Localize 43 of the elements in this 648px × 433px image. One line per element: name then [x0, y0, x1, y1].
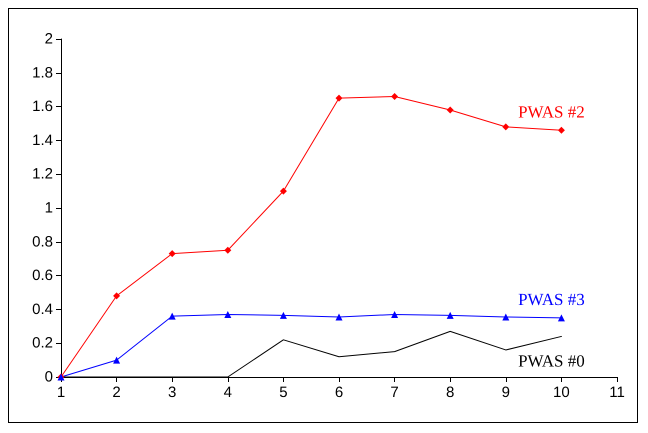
y-tick-label: 1.4 [32, 132, 53, 149]
point [224, 310, 232, 318]
point [558, 314, 565, 322]
point [224, 246, 232, 254]
series-label: PWAS #2 [518, 102, 585, 122]
series-label: PWAS #3 [518, 290, 585, 309]
point [558, 126, 565, 134]
x-tick-label: 9 [502, 384, 510, 401]
point [446, 312, 454, 319]
point [336, 94, 342, 102]
x-tick-label: 6 [334, 384, 344, 401]
y-tick-label: 1.2 [32, 166, 53, 183]
point [280, 188, 287, 195]
point [391, 310, 398, 318]
x-tick-label: 2 [112, 384, 121, 401]
point [168, 312, 176, 320]
y-tick-label: 0.2 [32, 334, 53, 352]
y-tick-label: 0.6 [32, 267, 53, 284]
x-tick-label: 3 [168, 384, 176, 401]
point [502, 314, 510, 321]
x-tick-label: 1 [56, 384, 66, 401]
point [391, 92, 398, 100]
point [113, 292, 120, 300]
y-tick-label: 1.6 [32, 98, 53, 116]
series-label: PWAS #0 [518, 351, 585, 370]
x-tick-label: 10 [553, 384, 570, 401]
x-tick-label: 11 [609, 384, 625, 401]
point [113, 356, 120, 364]
point [168, 250, 176, 258]
y-tick-label: 0.8 [32, 233, 53, 250]
y-tick-label: 2 [44, 30, 53, 48]
y-tick-label: 1.8 [32, 64, 53, 82]
y-tick-label: 0.4 [32, 300, 53, 318]
point [502, 123, 510, 130]
point [336, 314, 342, 321]
x-tick-label: 5 [279, 384, 288, 401]
x-tick-label: 8 [446, 384, 454, 401]
x-tick-label: 7 [390, 384, 399, 401]
x-tick-label: 4 [224, 384, 232, 401]
y-tick-label: 0 [44, 368, 53, 386]
point [446, 106, 454, 114]
y-tick-label: 1 [44, 200, 53, 216]
point [280, 312, 287, 319]
